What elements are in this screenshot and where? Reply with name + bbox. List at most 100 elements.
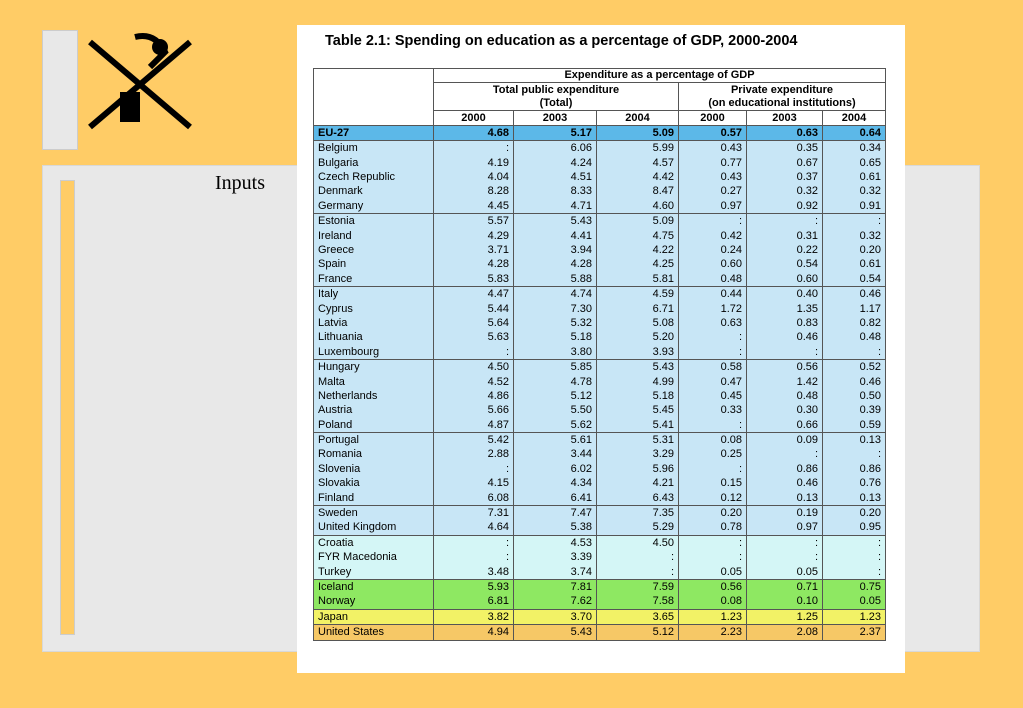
value-cell: 2.08: [746, 624, 823, 641]
value-cell: 0.13: [746, 490, 823, 506]
value-cell: 0.10: [746, 594, 823, 610]
value-cell: 6.43: [596, 490, 679, 506]
table-row: United States 4.94 5.43 5.12 2.23 2.08 2.37: [313, 624, 886, 641]
value-cell: 0.61: [822, 257, 886, 272]
row-label: Finland: [313, 490, 434, 506]
value-cell: 5.42: [433, 432, 514, 448]
table-row: Netherlands 4.86 5.12 5.18 0.45 0.48 0.50: [313, 389, 886, 404]
value-cell: 4.25: [596, 257, 679, 272]
value-cell: 4.64: [433, 520, 514, 536]
value-cell: 4.57: [596, 155, 679, 171]
value-cell: 0.46: [822, 286, 886, 302]
value-cell: 4.28: [513, 257, 597, 272]
value-cell: 5.18: [513, 330, 597, 345]
year-cell: 2000: [678, 110, 747, 126]
value-cell: 6.41: [513, 490, 597, 506]
row-label: Sweden: [313, 505, 434, 521]
logo-box: [42, 30, 78, 150]
row-label: Malta: [313, 374, 434, 390]
table-row: Spain 4.28 4.28 4.25 0.60 0.54 0.61: [313, 257, 886, 272]
table-row: Austria 5.66 5.50 5.45 0.33 0.30 0.39: [313, 403, 886, 418]
table-row: Italy 4.47 4.74 4.59 0.44 0.40 0.46: [313, 286, 886, 302]
value-cell: :: [678, 344, 747, 360]
row-label: Luxembourg: [313, 344, 434, 360]
row-label: Slovenia: [313, 461, 434, 477]
value-cell: 0.60: [746, 271, 823, 287]
value-cell: 0.08: [678, 432, 747, 448]
row-label: Iceland: [313, 579, 434, 595]
value-cell: 0.46: [746, 476, 823, 491]
row-label: Romania: [313, 447, 434, 462]
row-label: Czech Republic: [313, 170, 434, 185]
value-cell: 5.96: [596, 461, 679, 477]
year-cell: 2000: [433, 110, 514, 126]
value-cell: 6.71: [596, 301, 679, 317]
table-row: Iceland 5.93 7.81 7.59 0.56 0.71 0.75: [313, 579, 886, 595]
table-row: United Kingdom 4.64 5.38 5.29 0.78 0.97 0.95: [313, 520, 886, 536]
value-cell: 4.68: [433, 124, 514, 142]
value-cell: 5.83: [433, 271, 514, 287]
value-cell: :: [746, 213, 823, 229]
value-cell: 4.24: [513, 155, 597, 171]
value-cell: 4.78: [513, 374, 597, 390]
value-cell: 3.29: [596, 447, 679, 462]
value-cell: 1.42: [746, 374, 823, 390]
header-cell: Expenditure as a percentage of GDP: [433, 68, 886, 83]
corner-cell: [313, 68, 434, 126]
value-cell: 0.25: [678, 447, 747, 462]
value-cell: 4.41: [513, 228, 597, 244]
value-cell: 0.40: [746, 286, 823, 302]
value-cell: 0.64: [822, 124, 886, 142]
value-cell: 0.12: [678, 490, 747, 506]
row-label: Ireland: [313, 228, 434, 244]
table-row: Norway 6.81 7.62 7.58 0.08 0.10 0.05: [313, 594, 886, 610]
table-row: Bulgaria 4.19 4.24 4.57 0.77 0.67 0.65: [313, 155, 886, 171]
value-cell: 4.60: [596, 198, 679, 214]
value-cell: :: [596, 564, 679, 580]
value-cell: 4.34: [513, 476, 597, 491]
value-cell: 0.05: [822, 594, 886, 610]
value-cell: 0.31: [746, 228, 823, 244]
table-row: FYR Macedonia:3.39::::: [313, 550, 886, 565]
value-cell: 3.74: [513, 564, 597, 580]
value-cell: 5.12: [513, 389, 597, 404]
value-cell: 2.37: [822, 624, 886, 641]
value-cell: 3.82: [433, 608, 514, 625]
row-label: Bulgaria: [313, 155, 434, 171]
value-cell: 0.71: [746, 579, 823, 595]
value-cell: 0.05: [678, 564, 747, 580]
value-cell: :: [433, 534, 514, 551]
value-cell: 0.61: [822, 170, 886, 185]
table-row: Sweden 7.31 7.47 7.35 0.20 0.19 0.20: [313, 505, 886, 521]
value-cell: 7.59: [596, 579, 679, 595]
row-label: Germany: [313, 198, 434, 214]
value-cell: 0.43: [678, 140, 747, 156]
value-cell: :: [678, 330, 747, 345]
value-cell: :: [596, 550, 679, 565]
table-row: Japan 3.82 3.70 3.65 1.23 1.25 1.23: [313, 608, 886, 625]
value-cell: :: [746, 550, 823, 565]
value-cell: :: [822, 213, 886, 229]
value-cell: 5.64: [433, 316, 514, 331]
row-label: Greece: [313, 243, 434, 258]
table-row: Germany 4.45 4.71 4.60 0.97 0.92 0.91: [313, 198, 886, 214]
value-cell: 0.32: [822, 184, 886, 199]
slide-label: Inputs: [215, 172, 265, 194]
row-label: United States: [313, 624, 434, 641]
value-cell: 7.62: [513, 594, 597, 610]
value-cell: 0.20: [822, 505, 886, 521]
value-cell: 4.71: [513, 198, 597, 214]
value-cell: 2.23: [678, 624, 747, 641]
value-cell: 1.72: [678, 301, 747, 317]
table-row: Ireland 4.29 4.41 4.75 0.42 0.31 0.32: [313, 228, 886, 244]
value-cell: 4.45: [433, 198, 514, 214]
value-cell: 0.83: [746, 316, 823, 331]
value-cell: 3.80: [513, 344, 597, 360]
value-cell: 0.46: [746, 330, 823, 345]
value-cell: :: [433, 140, 514, 156]
value-cell: 4.52: [433, 374, 514, 390]
value-cell: 0.05: [746, 564, 823, 580]
value-cell: 5.41: [596, 417, 679, 433]
table-row: Turkey 3.48 3.74:0.05 0.05:: [313, 564, 886, 580]
value-cell: 1.35: [746, 301, 823, 317]
